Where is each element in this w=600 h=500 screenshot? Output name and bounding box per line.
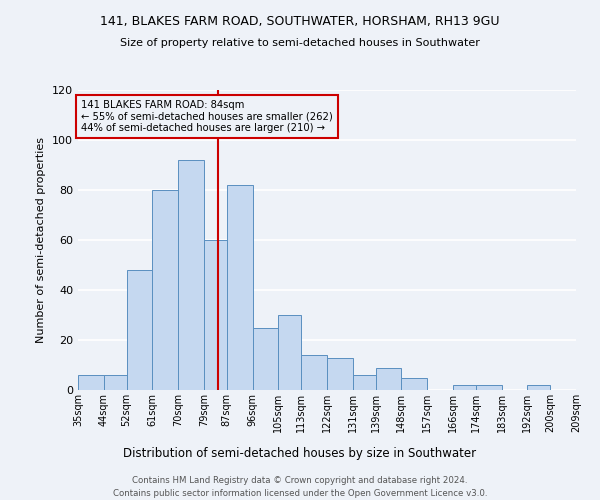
Bar <box>178 160 204 390</box>
Text: Contains HM Land Registry data © Crown copyright and database right 2024.: Contains HM Land Registry data © Crown c… <box>132 476 468 485</box>
Bar <box>301 355 327 390</box>
Bar <box>204 240 227 390</box>
Bar <box>253 328 278 390</box>
Bar <box>78 375 104 390</box>
Bar <box>327 358 353 390</box>
Text: 141 BLAKES FARM ROAD: 84sqm
← 55% of semi-detached houses are smaller (262)
44% : 141 BLAKES FARM ROAD: 84sqm ← 55% of sem… <box>81 100 332 133</box>
Bar <box>527 385 550 390</box>
Bar <box>353 375 376 390</box>
Text: Contains public sector information licensed under the Open Government Licence v3: Contains public sector information licen… <box>113 489 487 498</box>
Bar <box>476 385 502 390</box>
Bar <box>401 378 427 390</box>
Text: Size of property relative to semi-detached houses in Southwater: Size of property relative to semi-detach… <box>120 38 480 48</box>
Text: 141, BLAKES FARM ROAD, SOUTHWATER, HORSHAM, RH13 9GU: 141, BLAKES FARM ROAD, SOUTHWATER, HORSH… <box>100 15 500 28</box>
Bar <box>278 315 301 390</box>
Bar <box>104 375 127 390</box>
Bar <box>453 385 476 390</box>
Text: Distribution of semi-detached houses by size in Southwater: Distribution of semi-detached houses by … <box>124 448 476 460</box>
Bar <box>127 270 152 390</box>
Bar <box>227 185 253 390</box>
Bar <box>376 368 401 390</box>
Y-axis label: Number of semi-detached properties: Number of semi-detached properties <box>37 137 46 343</box>
Bar <box>152 190 178 390</box>
